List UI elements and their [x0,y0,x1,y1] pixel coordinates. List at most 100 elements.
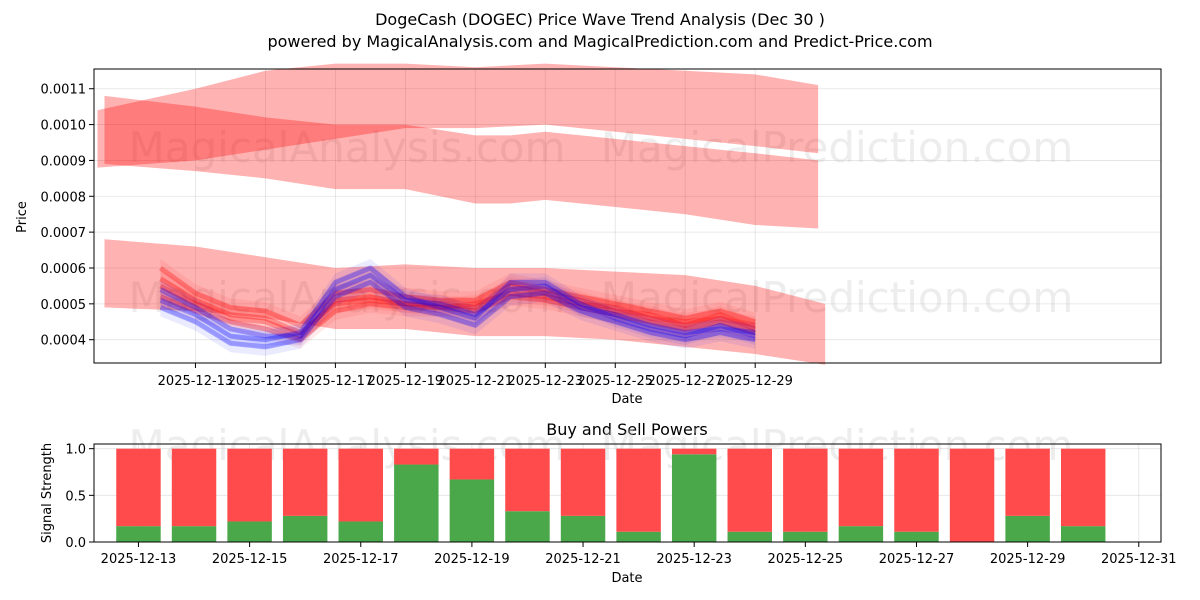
sell-bar [171,448,217,527]
sell-bar [449,448,495,480]
sell-bar [282,448,328,516]
buy-bar [1060,526,1106,542]
price-wave-line [159,276,756,336]
price-wave-halo [160,276,756,346]
price-x-tick-label: 2025-12-15 [228,374,304,389]
buy-bar [560,515,606,542]
buy-bar [727,531,772,542]
chart-title: DogeCash (DOGEC) Price Wave Trend Analys… [375,10,825,29]
power-x-tick-label: 2025-12-27 [879,552,955,567]
price-x-tick-label: 2025-12-27 [647,374,723,389]
sell-bar [338,448,383,522]
price-plot-area [94,69,1161,363]
price-x-ticks: 2025-12-132025-12-152025-12-172025-12-19… [158,363,793,389]
buy-bar [116,526,161,542]
power-x-ticks: 2025-12-13 2025-12-15 2025-12-17 2025-12-19… [101,542,1177,567]
buy-bar [338,521,383,542]
watermark-left-lower: MagicalAnalysis.com [129,273,566,322]
price-y-tick-label: 0.0006 [41,262,87,277]
price-wave-line [159,294,756,343]
price-y-ticks: 0.0004 0.0005 0.0006 0.0007 0.0008 0.0009 0.00… [41,83,94,349]
sell-bar [783,448,828,532]
price-wave-line [159,283,757,339]
buy-bar [783,531,828,542]
power-y-tick-label: 1.0 [65,443,86,458]
price-lines [159,259,757,356]
price-gridlines [94,69,1161,363]
watermark-right: MagicalPrediction.com [601,123,1074,172]
price-wave-line [159,265,756,328]
buy-bar [838,526,884,542]
power-y-label: Signal Strength [40,443,55,543]
price-x-tick-label: 2025-12-29 [717,374,793,389]
power-title: Buy and Sell Powers [546,420,708,439]
power-x-tick-label: 2025-12-15 [212,552,288,567]
sell-bar [560,448,606,516]
price-y-tick-label: 0.0008 [41,190,87,205]
sell-bar [838,448,884,527]
power-bars [116,448,1106,542]
price-wave-halo [160,269,756,342]
sell-bar [671,448,717,455]
price-x-tick-label: 2025-12-17 [298,374,374,389]
power-x-tick-label: 2025-12-17 [323,552,399,567]
watermark-right-lower: MagicalPrediction.com [601,273,1074,322]
buy-bar [227,521,272,542]
sell-bar [505,448,550,512]
price-wave-halo [160,259,756,349]
watermark-left: MagicalAnalysis.com [129,123,566,172]
buy-bar [671,454,717,542]
sell-bar [116,448,161,527]
price-x-tick-label: 2025-12-23 [508,374,584,389]
price-y-tick-label: 0.0011 [41,83,87,98]
price-x-label: Date [611,392,642,407]
buy-bar [449,479,495,542]
price-wave-halo [160,259,756,335]
power-x-tick-label: 2025-12-21 [545,552,621,567]
price-x-tick-label: 2025-12-19 [368,374,444,389]
price-y-tick-label: 0.0010 [41,119,87,134]
price-y-label: Price [15,201,30,233]
power-x-tick-label: 2025-12-25 [768,552,844,567]
power-y-ticks: 0.0 0.5 1.0 [65,443,94,551]
price-wave-halo [160,273,756,356]
price-y-tick-label: 0.0007 [41,226,87,241]
sell-bar [616,448,661,532]
price-wave-line [159,272,756,339]
buy-bar [1005,515,1050,542]
price-y-tick-label: 0.0004 [41,334,87,349]
buy-bar [894,531,939,542]
price-x-tick-label: 2025-12-25 [577,374,653,389]
sell-bar [894,448,939,532]
price-axes-frame [93,68,1162,364]
sell-bar [227,448,272,522]
price-band [104,239,826,365]
power-axes-frame [93,443,1162,543]
power-y-tick-label: 0.0 [65,536,86,551]
price-band [97,63,819,168]
power-y-tick-label: 0.5 [65,489,86,504]
price-x-tick-label: 2025-12-13 [158,374,234,389]
buy-bar [616,531,661,542]
power-x-tick-label: 2025-12-31 [1101,552,1177,567]
sell-bar [1060,448,1106,527]
price-y-tick-label: 0.0009 [41,154,87,169]
price-panel: MagicalAnalysis.com MagicalPrediction.co… [15,63,1162,407]
power-x-tick-label: 2025-12-19 [434,552,510,567]
power-x-tick-label: 2025-12-13 [101,552,177,567]
chart-subtitle: powered by MagicalAnalysis.com and Magic… [267,32,932,51]
buy-bar [171,526,217,542]
power-x-tick-label: 2025-12-29 [990,552,1066,567]
power-x-tick-label: 2025-12-23 [656,552,732,567]
buy-bar [394,464,439,542]
price-bands [97,63,826,365]
sell-bar [727,448,772,532]
price-y-tick-label: 0.0005 [41,298,87,313]
price-band [104,95,819,229]
price-x-tick-label: 2025-12-21 [438,374,514,389]
sell-bar [949,448,995,542]
power-panel: Buy and Sell Powers MagicalAnalysis.com … [40,420,1177,586]
buy-bar [505,511,550,542]
price-wave-halo [160,266,756,346]
